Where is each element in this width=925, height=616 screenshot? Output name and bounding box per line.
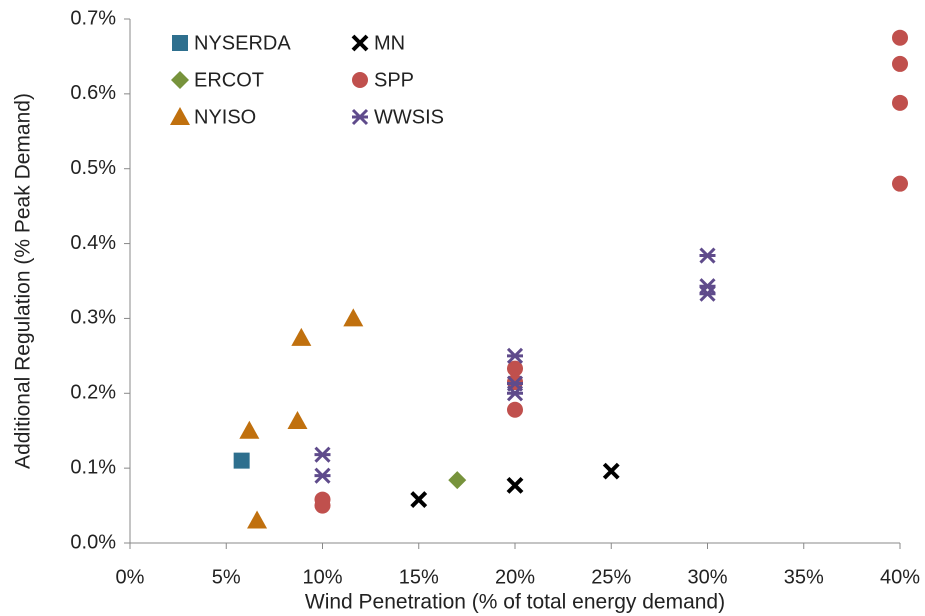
point	[892, 55, 908, 72]
legend-marker	[170, 107, 190, 125]
x-tick-label: 20%	[495, 566, 535, 588]
legend-marker	[352, 72, 368, 88]
point	[506, 347, 524, 364]
x-axis-title: Wind Penetration (% of total energy dema…	[305, 591, 725, 614]
point	[699, 285, 716, 302]
legend-label: NYISO	[194, 106, 256, 128]
y-tick-label: 0.0%	[70, 531, 116, 553]
x-tick-label: 0%	[116, 566, 145, 588]
point	[602, 462, 620, 480]
point	[233, 452, 250, 469]
legend-label: SPP	[374, 69, 414, 91]
point	[892, 94, 908, 111]
x-tick-label: 5%	[212, 566, 241, 588]
legend-marker	[351, 34, 369, 52]
y-tick-label: 0.5%	[70, 157, 116, 179]
x-tick-label: 30%	[687, 566, 727, 588]
legend-label: ERCOT	[194, 69, 264, 91]
point	[314, 467, 331, 484]
y-tick-label: 0.1%	[70, 456, 116, 478]
x-tick-label: 15%	[399, 566, 439, 588]
point	[410, 491, 428, 508]
x-tick-label: 40%	[880, 566, 920, 588]
point	[343, 308, 364, 327]
y-tick-label: 0.4%	[70, 232, 116, 254]
y-tick-label: 0.6%	[70, 82, 116, 104]
point	[314, 446, 331, 463]
x-tick-label: 25%	[591, 566, 631, 588]
y-tick-label: 0.2%	[70, 382, 116, 404]
point	[448, 471, 467, 490]
legend-label: WWSIS	[374, 106, 444, 128]
point	[507, 360, 523, 377]
legend-label: MN	[374, 32, 405, 54]
point	[892, 29, 908, 46]
point	[247, 510, 268, 529]
x-tick-label: 10%	[302, 566, 342, 588]
point	[314, 497, 331, 514]
point	[291, 327, 312, 346]
legend-marker	[351, 108, 369, 126]
point	[506, 385, 524, 402]
point	[699, 247, 716, 264]
y-tick-label: 0.7%	[70, 7, 116, 29]
point	[287, 410, 308, 429]
legend-marker	[171, 71, 189, 89]
legend-label: NYSERDA	[194, 32, 291, 54]
x-tick-label: 35%	[784, 566, 824, 588]
legend-marker	[172, 35, 188, 51]
point	[507, 401, 523, 418]
y-tick-label: 0.3%	[70, 307, 116, 329]
point	[239, 420, 260, 439]
point	[506, 476, 524, 494]
y-axis-title: Additional Regulation (% Peak Demand)	[12, 93, 35, 469]
point	[892, 175, 908, 192]
